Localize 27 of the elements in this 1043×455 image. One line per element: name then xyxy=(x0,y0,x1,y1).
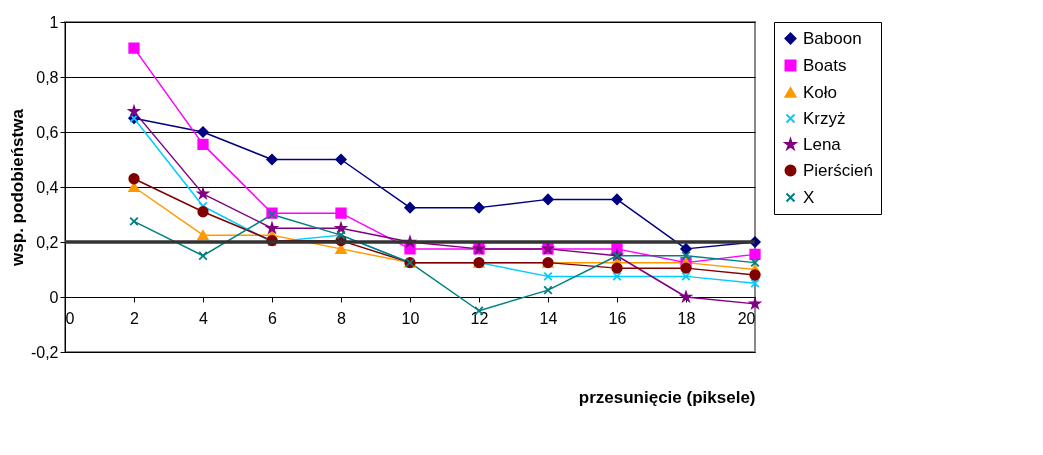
y-tick-label: -0,2 xyxy=(30,343,59,361)
y-axis-title: wsp. podobieństwa xyxy=(7,108,27,267)
x-tick-label: 2 xyxy=(130,309,140,327)
y-tick-label: 1 xyxy=(49,13,59,31)
x-tick-label: 8 xyxy=(337,309,347,327)
x-tick-label: 4 xyxy=(199,309,209,327)
y-tick-label: 0,8 xyxy=(36,68,59,86)
x-tick-label: 20 xyxy=(737,309,756,327)
legend-label: X xyxy=(803,187,815,207)
x-axis-title: przesunięcie (piksele) xyxy=(578,387,756,407)
y-tick-label: 0,2 xyxy=(36,233,59,251)
legend-label: Pierścień xyxy=(803,160,873,180)
y-tick-label: 0 xyxy=(49,288,59,306)
x-tick-label: 12 xyxy=(470,309,489,327)
x-tick-label: 0 xyxy=(65,309,75,327)
y-tick-label: 0,4 xyxy=(36,178,59,196)
legend-label: Baboon xyxy=(803,28,862,48)
x-tick-label: 14 xyxy=(539,309,558,327)
x-tick-label: 6 xyxy=(268,309,278,327)
legend-label: Boats xyxy=(803,55,847,75)
legend-label: Lena xyxy=(803,134,842,154)
x-tick-label: 10 xyxy=(401,309,420,327)
legend-label: Krzyż xyxy=(803,108,846,128)
y-tick-label: 0,6 xyxy=(36,123,59,141)
x-tick-label: 16 xyxy=(608,309,627,327)
x-tick-label: 18 xyxy=(677,309,696,327)
legend-label: Koło xyxy=(803,82,838,102)
